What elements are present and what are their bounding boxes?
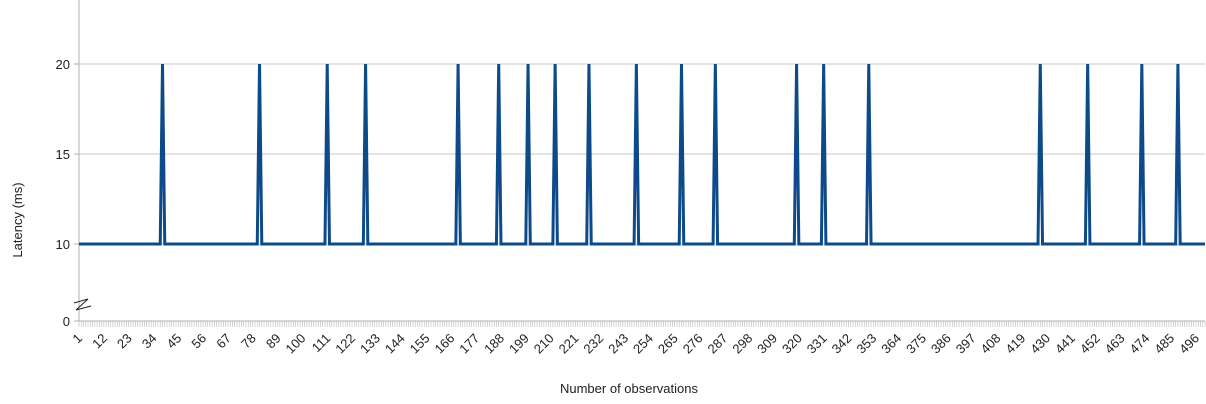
y-tick-label-0: 0	[63, 314, 70, 329]
y-tick-label-10: 10	[56, 237, 70, 252]
latency-series-line	[79, 63, 1205, 246]
axis-break-zigzag	[73, 298, 92, 311]
y-axis-title: Latency (ms)	[10, 182, 25, 257]
y-tick-label-20: 20	[56, 57, 70, 72]
y-axis-break-marker	[73, 298, 92, 311]
y-axis-ticks: 0 10 15 20	[56, 57, 79, 329]
y-tick-label-15: 15	[56, 147, 70, 162]
x-axis-title: Number of observations	[560, 381, 699, 396]
axes	[78, 0, 1205, 322]
